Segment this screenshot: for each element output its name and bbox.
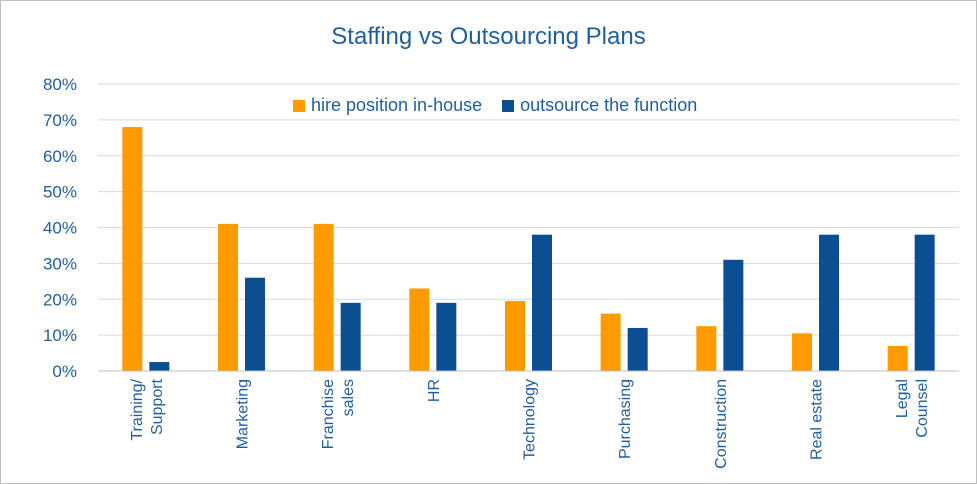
legend-item-outsource: outsource the function (502, 95, 697, 116)
y-tick-label: 40% (43, 219, 77, 238)
bars (122, 127, 935, 371)
bar-outsource (723, 259, 744, 371)
bar-outsource (436, 302, 457, 371)
x-tick-label: Technology (522, 379, 539, 460)
y-tick-label: 50% (43, 183, 77, 202)
x-tick-label: Franchise sales (320, 379, 357, 449)
bar-outsource (627, 327, 648, 371)
bar-hire-in-house (409, 288, 430, 371)
bar-outsource (532, 234, 552, 371)
x-tick-label: Legal Counsel (894, 379, 931, 438)
legend-swatch-outsource (502, 99, 515, 112)
bar-hire-in-house (887, 345, 908, 371)
bar-hire-in-house (313, 223, 334, 371)
legend-label-hire: hire position in-house (311, 95, 483, 115)
y-axis-ticks: 0% 10% 20% 30% 40% 50% 60% 70% 80% (43, 75, 77, 381)
bar-outsource (149, 362, 170, 371)
bar-hire-in-house (505, 301, 525, 371)
x-tick-label: Real estate (809, 379, 826, 460)
x-tick-label: HR (426, 379, 443, 402)
x-tick-label: Marketing (235, 379, 252, 449)
y-tick-label: 80% (43, 75, 77, 94)
bar-outsource (819, 234, 839, 371)
y-tick-label: 0% (52, 362, 77, 381)
x-axis-labels: Training/Support Marketing Franchise sales H… (129, 378, 931, 468)
x-tick-label: Purchasing (617, 379, 634, 459)
bar-hire-in-house (600, 313, 621, 371)
y-tick-label: 20% (43, 290, 77, 309)
bar-hire-in-house (218, 223, 238, 371)
y-tick-label: 10% (43, 326, 77, 345)
legend: hire position in-house outsource the fun… (293, 95, 717, 116)
bar-hire-in-house (122, 127, 143, 371)
chart-title: Staffing vs Outsourcing Plans (331, 23, 646, 50)
bar-outsource (914, 234, 935, 371)
bar-hire-in-house (792, 333, 812, 371)
y-tick-label: 30% (43, 254, 77, 273)
x-tick-label: Training/Support (129, 378, 166, 440)
legend-swatch-hire (293, 99, 305, 112)
legend-label-outsource: outsource the function (520, 95, 698, 115)
gridlines (98, 83, 959, 336)
bar-hire-in-house (696, 326, 717, 371)
x-tick-label: Construction (713, 379, 730, 469)
legend-item-hire: hire position in-house (293, 95, 482, 116)
y-tick-label: 60% (43, 147, 77, 166)
bar-outsource (340, 302, 361, 371)
y-tick-label: 70% (43, 111, 77, 130)
bar-outsource (245, 277, 265, 371)
